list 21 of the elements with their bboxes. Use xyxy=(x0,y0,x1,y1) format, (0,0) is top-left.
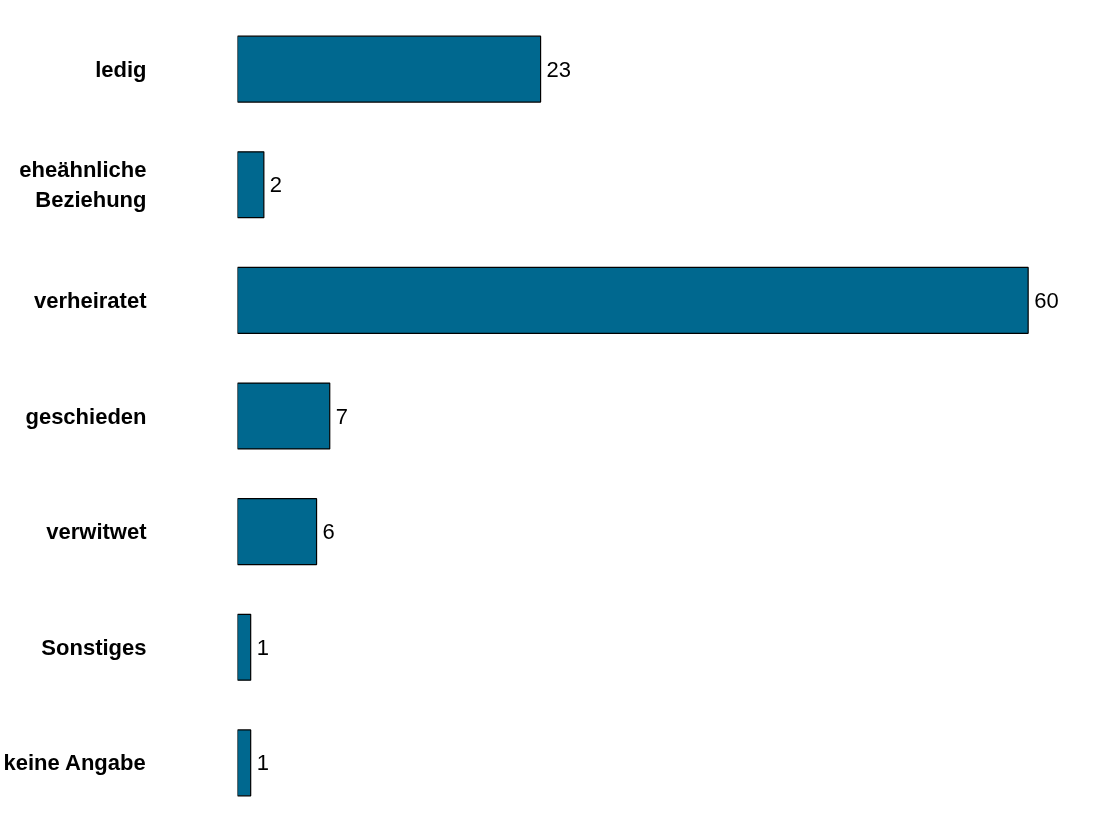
data-label: 7 xyxy=(335,403,348,429)
bar xyxy=(237,729,252,797)
y-tick-label: verwitwet xyxy=(46,519,148,545)
bar xyxy=(237,382,331,450)
bar xyxy=(237,613,252,681)
data-label: 2 xyxy=(269,172,283,198)
data-label: 23 xyxy=(546,56,572,82)
bar xyxy=(237,498,318,566)
bar xyxy=(237,266,1029,334)
bar xyxy=(237,151,265,219)
data-label: 6 xyxy=(322,519,335,545)
y-tick-label: ledig xyxy=(95,56,147,82)
data-label: 1 xyxy=(256,634,269,660)
y-tick-label: verheiratet xyxy=(34,287,148,313)
y-tick-label: Sonstiges xyxy=(41,634,147,660)
y-tick-label: eheähnliche Beziehung xyxy=(19,157,147,213)
y-tick-label: keine Angabe xyxy=(3,750,146,776)
bar xyxy=(237,35,542,103)
data-label: 60 xyxy=(1034,287,1059,313)
y-tick-label: geschieden xyxy=(25,403,147,429)
data-label: 1 xyxy=(256,750,269,776)
